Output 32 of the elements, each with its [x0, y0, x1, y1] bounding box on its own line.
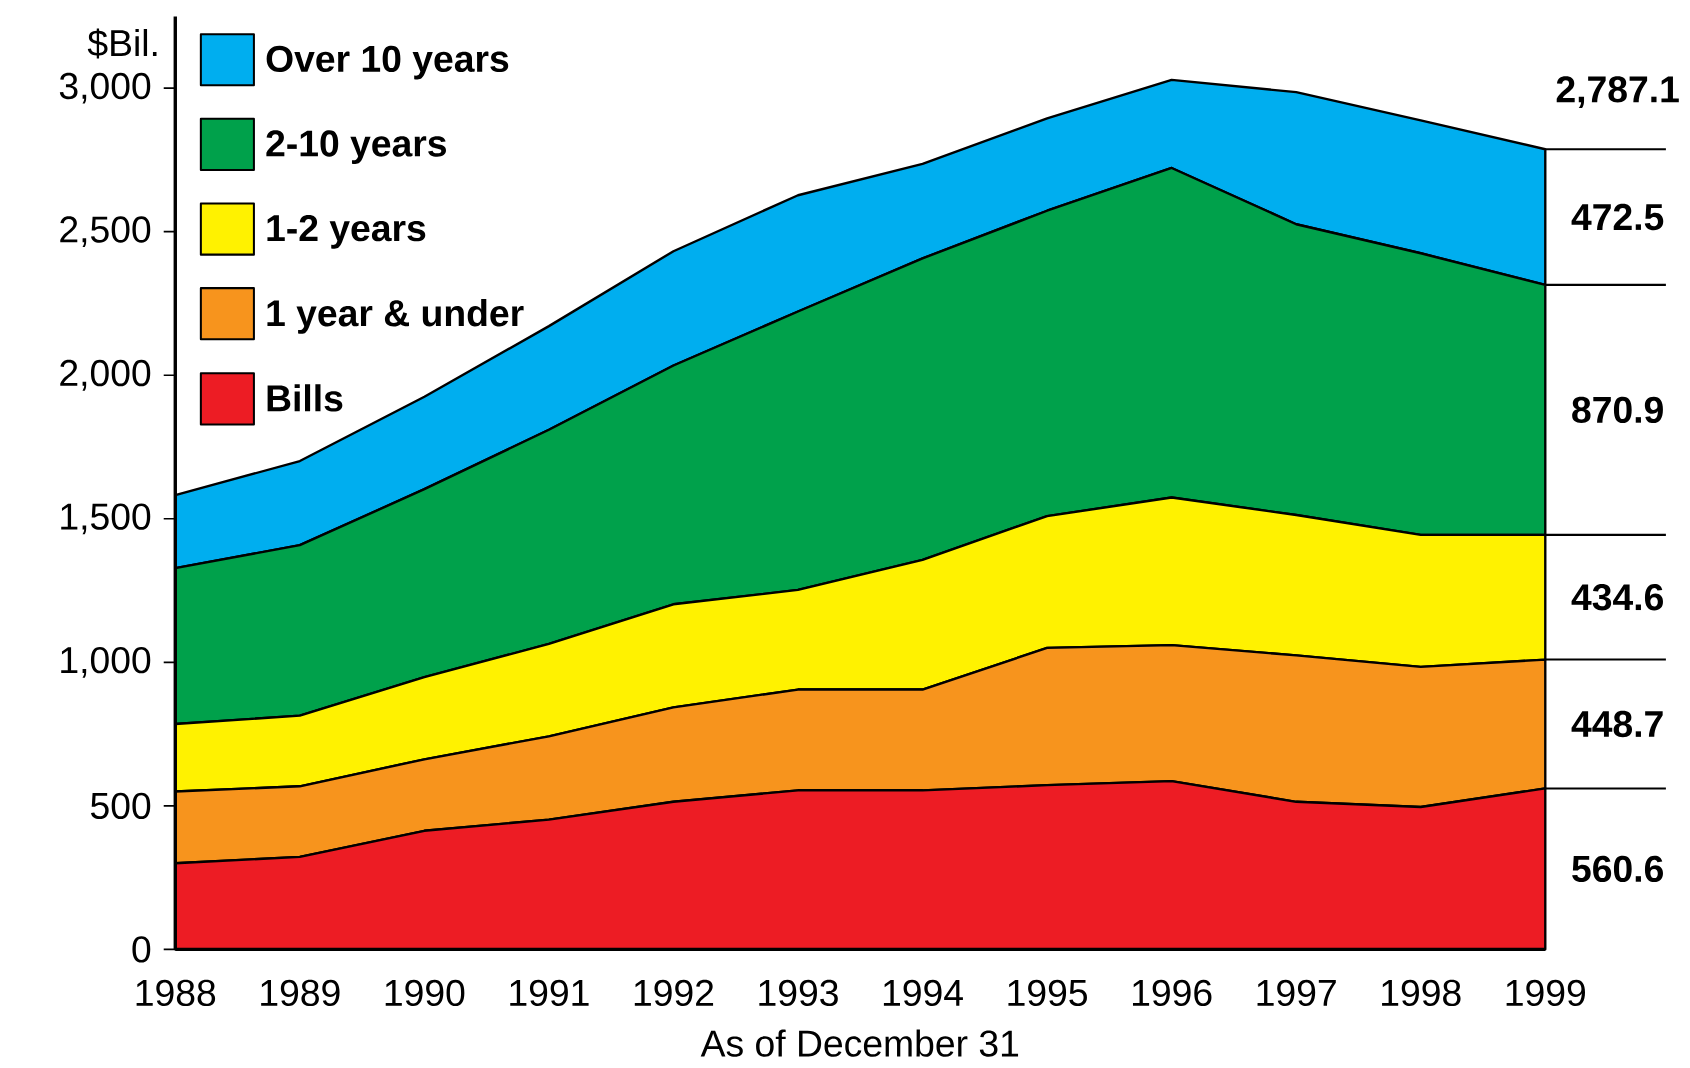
legend-label: Bills: [267, 384, 343, 412]
x-tick-label: 1997: [1257, 979, 1336, 1007]
x-tick-label: 1993: [759, 979, 838, 1007]
legend-label: 1 year & under: [267, 299, 524, 334]
x-tick-label: 1990: [385, 979, 465, 1007]
y-tick-label: 1,500: [61, 503, 151, 535]
data-label: 434.6: [1571, 584, 1663, 611]
y-tick-label: 3,000: [59, 72, 151, 104]
y-tick-label: 500: [91, 792, 151, 819]
y-tick-label: 0: [132, 936, 151, 963]
x-tick-label: 1995: [1008, 979, 1087, 1007]
y-tick-label: 2,500: [60, 216, 151, 248]
x-tick-label: 1991: [510, 979, 589, 1007]
data-label: 870.9: [1572, 396, 1663, 424]
legend-label: 1-2 years: [267, 214, 426, 249]
total-label: 2,787.1: [1556, 76, 1679, 108]
data-label: 472.5: [1571, 203, 1664, 231]
legend-label: 2-10 years: [266, 130, 446, 165]
x-tick-label: 1989: [261, 979, 340, 1007]
x-axis-title: As of December 31: [700, 1029, 1019, 1057]
x-tick-label: 1998: [1382, 979, 1461, 1007]
legend-label: Over 10 years: [266, 45, 509, 80]
y-tick-label: 2,000: [60, 359, 151, 391]
x-tick-label: 1994: [883, 979, 963, 1007]
x-tick-label: 1988: [136, 979, 216, 1007]
x-tick-label: 1996: [1132, 979, 1212, 1007]
x-tick-label: 1992: [634, 979, 714, 1007]
y-tick-label: 1,000: [61, 646, 151, 678]
data-label: 448.7: [1571, 710, 1663, 738]
x-tick-label: 1999: [1506, 979, 1585, 1007]
data-label: 560.6: [1572, 855, 1663, 883]
y-axis-title: $Bil.: [87, 28, 157, 59]
